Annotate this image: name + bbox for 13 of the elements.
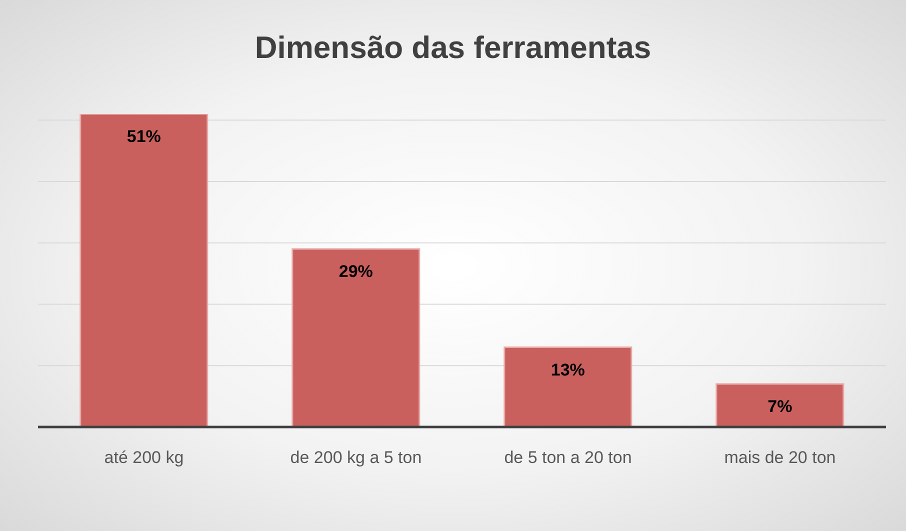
- data-label: 29%: [338, 262, 373, 282]
- bar: [716, 383, 844, 427]
- data-label: 51%: [126, 127, 161, 146]
- data-label: 7%: [768, 397, 792, 416]
- x-tick-label: até 200 kg: [104, 448, 184, 468]
- x-tick-label: de 200 kg a 5 ton: [290, 448, 422, 468]
- data-label: 13%: [550, 360, 585, 380]
- bar: [292, 248, 420, 427]
- x-tick-label: de 5 ton a 20 ton: [504, 448, 632, 468]
- chart-title: Dimensão das ferramentas: [254, 30, 652, 66]
- bar: [80, 114, 208, 427]
- bar: [504, 346, 632, 427]
- x-tick-label: mais de 20 ton: [724, 448, 836, 468]
